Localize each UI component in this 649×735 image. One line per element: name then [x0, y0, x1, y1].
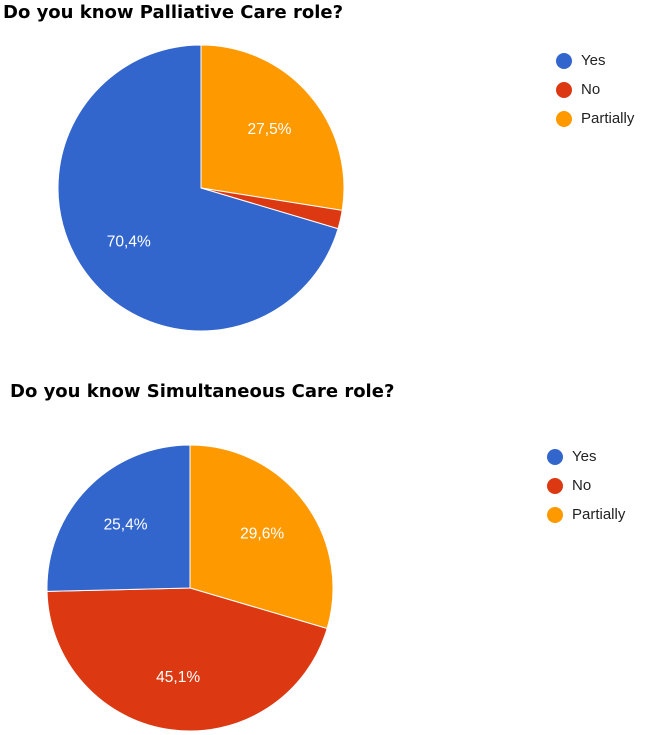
- legend-swatch-yes: [547, 448, 563, 465]
- legend-label-partially: Partially: [572, 506, 626, 523]
- legend-item-no[interactable]: No: [556, 75, 634, 104]
- legend-item-no[interactable]: No: [547, 471, 625, 500]
- chart-legend: Yes No Partially: [547, 442, 625, 529]
- legend-item-partially[interactable]: Partially: [547, 500, 625, 529]
- legend-label-partially: Partially: [581, 110, 635, 127]
- chart-legend: Yes No Partially: [556, 46, 634, 133]
- legend-swatch-partially: [556, 110, 572, 127]
- chart-title: Do you know Palliative Care role?: [3, 2, 344, 23]
- legend-item-partially[interactable]: Partially: [556, 104, 634, 133]
- legend-item-yes[interactable]: Yes: [547, 442, 625, 471]
- pie-chart-simultaneous-care: Do you know Simultaneous Care role? 29,6…: [0, 370, 649, 735]
- legend-swatch-yes: [556, 52, 572, 69]
- legend-label-no: No: [581, 81, 601, 98]
- legend-label-yes: Yes: [581, 52, 606, 69]
- slice-label-no: 45,1%: [156, 669, 200, 686]
- legend-swatch-partially: [547, 506, 563, 523]
- legend-item-yes[interactable]: Yes: [556, 46, 634, 75]
- pie-chart-palliative-care: Do you know Palliative Care role? 27,5% 7…: [0, 0, 649, 360]
- legend-swatch-no: [547, 477, 563, 494]
- pie-slice-yes[interactable]: [46, 444, 191, 592]
- slice-label-yes: 25,4%: [104, 517, 148, 534]
- slice-label-yes: 70,4%: [107, 233, 151, 250]
- pie-chart-svg: 27,5% 70,4%: [57, 44, 345, 332]
- pie-slice-no[interactable]: [46, 587, 328, 732]
- pie-slice-partially[interactable]: [189, 444, 334, 630]
- pie-slice-partially[interactable]: [200, 44, 345, 211]
- chart-title: Do you know Simultaneous Care role?: [10, 381, 395, 402]
- pie-slice-yes[interactable]: [57, 44, 339, 332]
- pie-chart-svg: 29,6% 45,1% 25,4%: [46, 444, 334, 732]
- legend-swatch-no: [556, 81, 572, 98]
- slice-label-partially: 27,5%: [248, 121, 292, 138]
- legend-label-no: No: [572, 477, 592, 494]
- slice-label-partially: 29,6%: [240, 526, 284, 543]
- legend-label-yes: Yes: [572, 448, 597, 465]
